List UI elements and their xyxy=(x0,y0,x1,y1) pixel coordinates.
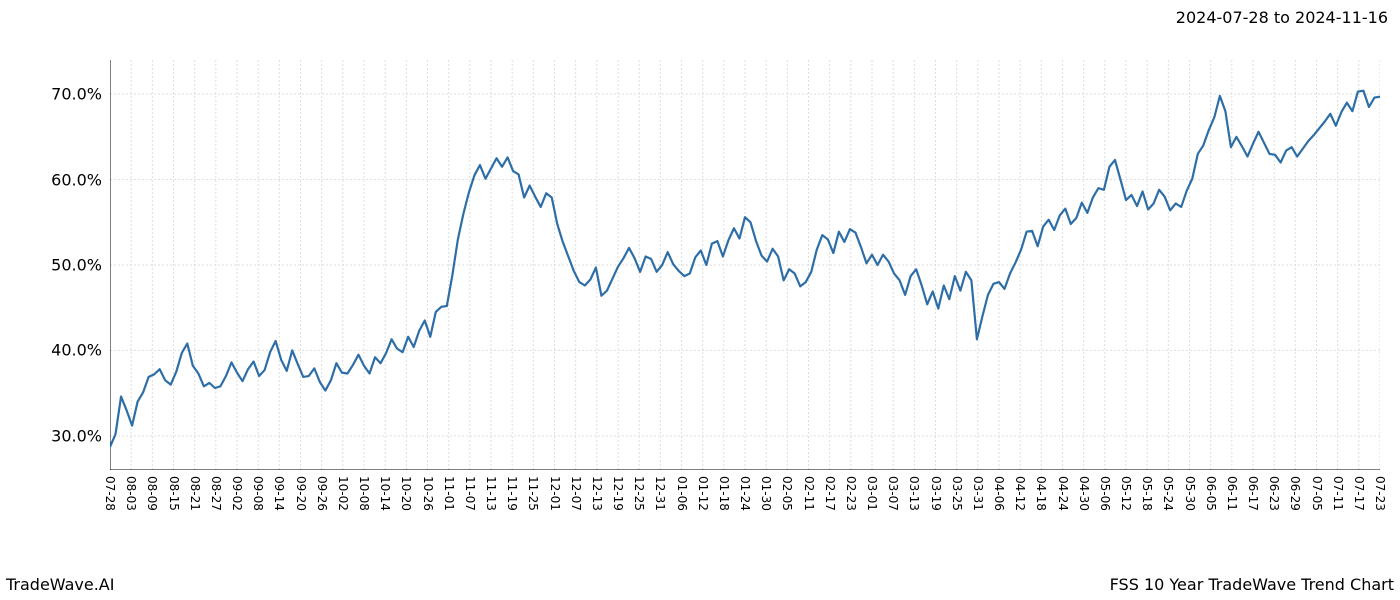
x-tick-label: 03-25 xyxy=(950,476,964,511)
y-tick-label: 30.0% xyxy=(0,426,102,445)
date-range-label: 2024-07-28 to 2024-11-16 xyxy=(1176,8,1388,27)
x-tick-label: 02-23 xyxy=(844,476,858,511)
x-tick-label: 12-01 xyxy=(548,476,562,511)
x-tick-label: 12-13 xyxy=(590,476,604,511)
x-tick-label: 08-27 xyxy=(209,476,223,511)
x-tick-label: 05-30 xyxy=(1183,476,1197,511)
x-tick-label: 08-09 xyxy=(145,476,159,511)
x-tick-label: 01-24 xyxy=(738,476,752,511)
x-tick-label: 10-20 xyxy=(399,476,413,511)
x-tick-label: 06-11 xyxy=(1225,476,1239,511)
y-tick-label: 50.0% xyxy=(0,256,102,275)
x-tick-label: 05-12 xyxy=(1119,476,1133,511)
x-tick-label: 04-24 xyxy=(1056,476,1070,511)
x-tick-label: 06-05 xyxy=(1204,476,1218,511)
x-tick-label: 10-14 xyxy=(378,476,392,511)
x-tick-label: 03-07 xyxy=(886,476,900,511)
x-tick-label: 02-11 xyxy=(802,476,816,511)
x-tick-label: 09-26 xyxy=(315,476,329,511)
x-tick-label: 11-25 xyxy=(526,476,540,511)
x-tick-label: 11-19 xyxy=(505,476,519,511)
x-tick-label: 02-17 xyxy=(823,476,837,511)
y-tick-label: 40.0% xyxy=(0,341,102,360)
x-tick-label: 12-31 xyxy=(653,476,667,511)
x-tick-label: 10-26 xyxy=(421,476,435,511)
x-tick-label: 03-19 xyxy=(929,476,943,511)
x-tick-label: 01-18 xyxy=(717,476,731,511)
x-tick-label: 02-05 xyxy=(780,476,794,511)
x-tick-label: 04-12 xyxy=(1013,476,1027,511)
x-tick-label: 09-20 xyxy=(294,476,308,511)
x-tick-label: 07-17 xyxy=(1352,476,1366,511)
x-tick-label: 06-29 xyxy=(1288,476,1302,511)
chart-plot-area xyxy=(110,60,1380,470)
x-tick-label: 07-28 xyxy=(103,476,117,511)
x-tick-label: 08-15 xyxy=(167,476,181,511)
x-tick-label: 04-30 xyxy=(1077,476,1091,511)
x-tick-label: 10-02 xyxy=(336,476,350,511)
x-tick-label: 12-07 xyxy=(569,476,583,511)
x-tick-label: 01-30 xyxy=(759,476,773,511)
x-tick-label: 03-31 xyxy=(971,476,985,511)
x-tick-label: 07-23 xyxy=(1373,476,1387,511)
x-tick-label: 07-11 xyxy=(1331,476,1345,511)
x-tick-label: 11-13 xyxy=(484,476,498,511)
x-tick-label: 12-19 xyxy=(611,476,625,511)
x-tick-label: 01-12 xyxy=(696,476,710,511)
chart-title: FSS 10 Year TradeWave Trend Chart xyxy=(1110,575,1394,594)
x-tick-label: 06-17 xyxy=(1246,476,1260,511)
x-tick-label: 07-05 xyxy=(1310,476,1324,511)
x-tick-label: 11-07 xyxy=(463,476,477,511)
x-tick-label: 09-02 xyxy=(230,476,244,511)
y-tick-label: 70.0% xyxy=(0,85,102,104)
x-tick-label: 11-01 xyxy=(442,476,456,511)
x-tick-label: 06-23 xyxy=(1267,476,1281,511)
x-tick-label: 08-03 xyxy=(124,476,138,511)
x-tick-label: 04-18 xyxy=(1034,476,1048,511)
x-tick-label: 05-06 xyxy=(1098,476,1112,511)
x-tick-label: 12-25 xyxy=(632,476,646,511)
x-tick-label: 03-13 xyxy=(907,476,921,511)
x-tick-label: 03-01 xyxy=(865,476,879,511)
x-tick-label: 10-08 xyxy=(357,476,371,511)
x-tick-label: 05-24 xyxy=(1161,476,1175,511)
x-tick-label: 09-08 xyxy=(251,476,265,511)
x-tick-label: 08-21 xyxy=(188,476,202,511)
x-tick-label: 09-14 xyxy=(272,476,286,511)
y-tick-label: 60.0% xyxy=(0,170,102,189)
brand-label: TradeWave.AI xyxy=(6,575,114,594)
x-tick-label: 05-18 xyxy=(1140,476,1154,511)
x-tick-label: 04-06 xyxy=(992,476,1006,511)
x-tick-label: 01-06 xyxy=(675,476,689,511)
